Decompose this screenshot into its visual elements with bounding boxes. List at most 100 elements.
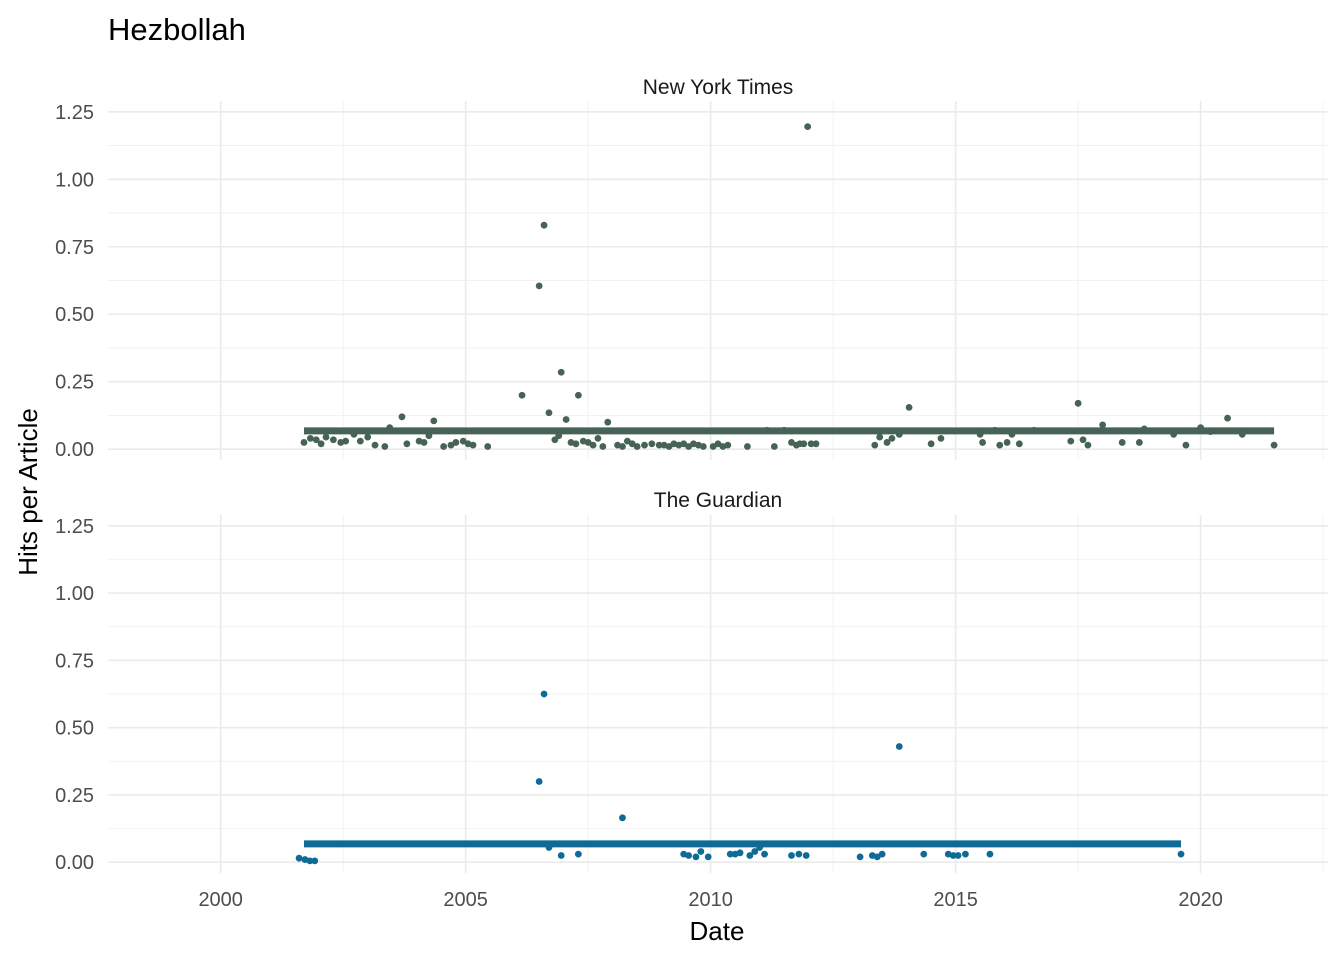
data-point <box>574 850 582 858</box>
data-point <box>1177 850 1185 858</box>
data-point <box>1238 430 1246 438</box>
data-point <box>895 743 903 750</box>
x-tick-label: 2005 <box>443 889 488 911</box>
data-point <box>949 852 957 859</box>
chart-title: Hezbollah <box>108 12 246 47</box>
data-point <box>795 850 803 858</box>
data-point <box>962 850 969 858</box>
data-point <box>685 852 693 859</box>
data-point <box>996 441 1004 449</box>
data-point <box>557 368 565 376</box>
data-point <box>572 440 580 448</box>
data-point <box>599 443 607 450</box>
data-point <box>545 844 553 851</box>
data-point <box>976 430 984 438</box>
data-point <box>761 850 768 858</box>
data-point <box>655 441 663 449</box>
y-tick-label: 0.00 <box>55 852 94 874</box>
y-tick-label: 1.25 <box>55 102 94 124</box>
data-point <box>1099 421 1107 429</box>
data-point <box>1170 430 1178 438</box>
data-point <box>780 426 788 434</box>
data-point <box>905 403 913 411</box>
data-point <box>888 435 896 442</box>
data-point <box>1079 436 1087 444</box>
data-point <box>295 854 303 862</box>
data-point <box>311 857 319 865</box>
x-axis: 2000 2005 2010 2015 2020 <box>198 889 1222 911</box>
data-point <box>751 848 759 855</box>
data-point <box>562 416 570 423</box>
data-point <box>440 443 448 450</box>
data-point <box>317 440 325 448</box>
data-point <box>1030 426 1038 434</box>
data-point <box>619 443 626 450</box>
panel-the-guardian: 0.00 0.25 0.50 0.75 1.00 1.25 The Guardian <box>55 489 1328 874</box>
y-tick-label: 1.25 <box>55 516 94 538</box>
data-point <box>1140 425 1148 433</box>
data-point <box>743 443 751 450</box>
y-axis-title: Hits per Article <box>13 408 43 576</box>
data-point <box>1074 399 1082 407</box>
data-point <box>788 852 795 859</box>
data-point <box>306 435 314 442</box>
data-point <box>856 853 864 861</box>
data-point <box>756 844 764 851</box>
data-point <box>991 426 999 434</box>
data-point <box>535 778 543 785</box>
data-point <box>954 852 962 859</box>
data-point <box>425 432 433 440</box>
panel-new-york-times: 0.00 0.25 0.50 0.75 1.00 1.25 New York Times <box>55 76 1328 461</box>
y-tick-label: 0.00 <box>55 439 94 461</box>
x-tick-label: 2010 <box>688 889 733 911</box>
y-tick-label: 0.75 <box>55 650 94 672</box>
data-point <box>356 437 364 445</box>
data-point <box>1135 439 1143 446</box>
data-point <box>420 439 428 446</box>
data-point <box>594 435 602 442</box>
x-tick-label: 2020 <box>1178 889 1223 911</box>
data-point <box>1084 441 1092 449</box>
data-point <box>807 440 815 448</box>
data-point <box>371 441 379 449</box>
data-point <box>1270 441 1278 449</box>
data-point <box>306 857 314 865</box>
data-point <box>555 432 563 440</box>
data-point <box>322 433 330 441</box>
data-point <box>1003 439 1011 446</box>
data-point <box>381 443 389 450</box>
data-point <box>895 430 903 438</box>
data-point <box>726 850 734 858</box>
data-point <box>619 814 626 822</box>
data-point <box>545 409 553 417</box>
data-point <box>364 433 372 441</box>
data-point <box>430 417 438 425</box>
data-point <box>692 853 700 861</box>
data-point <box>1118 439 1126 446</box>
data-point <box>540 690 548 698</box>
data-point <box>604 418 612 426</box>
data-point <box>979 439 986 446</box>
data-point <box>704 853 712 861</box>
data-point <box>633 443 641 450</box>
data-point <box>518 391 526 399</box>
y-tick-label: 1.00 <box>55 583 94 605</box>
data-point <box>574 391 582 399</box>
facet-strip-label: The Guardian <box>654 489 782 512</box>
data-point <box>1224 414 1231 422</box>
data-point <box>1182 441 1190 449</box>
data-point <box>386 424 394 432</box>
data-point <box>1008 430 1016 438</box>
data-point <box>986 850 994 858</box>
data-point <box>724 441 732 449</box>
data-point <box>699 443 707 450</box>
data-point <box>329 436 337 444</box>
data-point <box>641 441 648 449</box>
y-tick-label: 0.50 <box>55 718 94 740</box>
y-tick-label: 0.25 <box>55 372 94 394</box>
data-point <box>557 852 565 859</box>
data-point <box>746 852 754 859</box>
data-point <box>763 426 771 434</box>
data-point <box>1207 428 1214 436</box>
data-point <box>648 440 656 448</box>
